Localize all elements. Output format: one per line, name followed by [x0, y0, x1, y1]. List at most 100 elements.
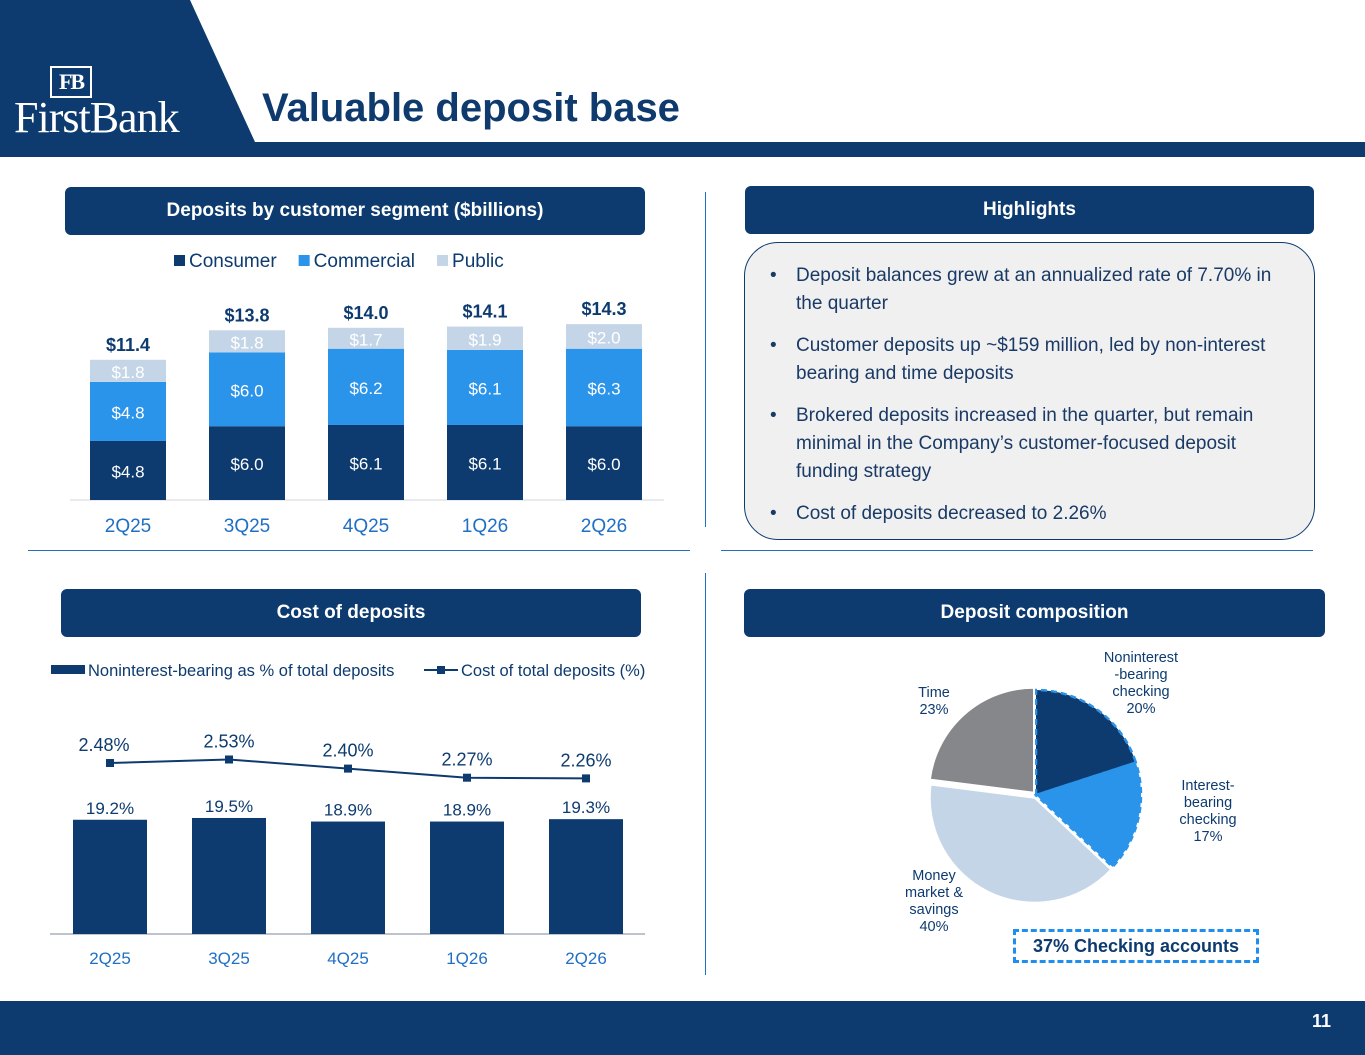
pie-label: market &: [905, 885, 963, 901]
pie-label: 40%: [919, 919, 948, 935]
line-marker: [225, 755, 233, 764]
checking-accounts-callout: 37% Checking accounts: [1013, 929, 1259, 963]
pie-label: Time: [918, 685, 950, 701]
deposits-segment-chart: Consumer Commercial Public $4.8 $4.8 $1.8 $11.…: [70, 251, 664, 537]
line-data-label: 2.26%: [560, 750, 611, 770]
bar-segment-consumer: [209, 426, 285, 500]
data-label: $6.0: [587, 455, 620, 474]
legend-label-consumer: Consumer: [189, 251, 277, 272]
data-label: $6.3: [587, 379, 620, 398]
x-tick-label: 1Q26: [462, 516, 508, 537]
pie-label: -bearing: [1114, 667, 1167, 683]
bar-segment-consumer: [328, 424, 404, 500]
x-tick-label: 2Q26: [565, 949, 607, 968]
bar-segment-commercial: [566, 348, 642, 427]
x-tick-label: 3Q25: [208, 949, 250, 968]
bar-segment-commercial: [447, 349, 523, 425]
logo-mark: FB: [50, 66, 92, 98]
x-tick-label: 2Q26: [581, 516, 627, 537]
bar-segment-public: [209, 330, 285, 353]
data-label: $2.0: [587, 328, 620, 347]
bar-segment-commercial: [328, 348, 404, 425]
pie-label: 17%: [1193, 829, 1222, 845]
deposit-composition-chart: Noninterest-bearingchecking20%Interest-b…: [905, 650, 1237, 935]
data-label: $1.9: [468, 330, 501, 349]
total-label: $11.4: [106, 335, 150, 355]
bar-noninterest: [549, 819, 623, 934]
data-label: $6.1: [468, 379, 501, 398]
data-label: $6.2: [349, 379, 382, 398]
x-tick-label: 2Q25: [105, 516, 151, 537]
pie-slice: [1033, 760, 1143, 869]
bar-segment-public: [328, 327, 404, 349]
pie-label: 23%: [919, 702, 948, 718]
highlight-item: • Cost of deposits decreased to 2.26%: [770, 500, 1300, 528]
highlight-item: • Deposit balances grew at an annualized …: [770, 262, 1300, 318]
pie-label: Interest-: [1181, 778, 1234, 794]
divider-vertical-bottom: [705, 573, 706, 975]
highlight-item: • Customer deposits up ~$159 million, led…: [770, 332, 1300, 388]
cost-of-deposits-header: Cost of deposits: [61, 589, 641, 637]
logo: FirstBank: [14, 93, 180, 142]
total-label: $14.3: [581, 299, 626, 319]
bar-segment-public: [447, 326, 523, 350]
bar-segment-public: [566, 324, 642, 349]
data-label: $4.8: [111, 462, 144, 481]
cost-of-deposits-chart: Noninterest-bearing as % of total deposi…: [50, 662, 645, 968]
deposit-composition-header: Deposit composition: [744, 589, 1325, 637]
legend-label-line: Cost of total deposits (%): [461, 662, 645, 680]
bar-segment-consumer: [566, 426, 642, 500]
line-data-label: 2.48%: [78, 735, 129, 755]
total-label: $13.8: [224, 305, 269, 325]
data-label: $1.7: [349, 330, 382, 349]
bar-segment-public: [90, 359, 166, 382]
line-data-label: 2.40%: [322, 741, 373, 761]
line-data-label: 2.53%: [203, 732, 254, 752]
line-marker: [582, 774, 590, 783]
bar-data-label: 19.5%: [205, 797, 253, 816]
bar-segment-consumer: [447, 424, 523, 500]
page-number: 11: [1311, 1011, 1331, 1031]
data-label: $6.1: [468, 454, 501, 473]
pie-label: checking: [1112, 684, 1169, 700]
bar-segment-commercial: [90, 381, 166, 441]
bar-data-label: 19.2%: [86, 799, 134, 818]
bar-segment-commercial: [209, 352, 285, 427]
pie-label: checking: [1179, 812, 1236, 828]
pie-slice: [928, 686, 1036, 794]
bullet: •: [770, 405, 777, 426]
line-marker: [106, 759, 114, 767]
legend-swatch-bars: [51, 665, 85, 674]
divider-horizontal-right: [721, 550, 1313, 551]
x-tick-label: 4Q25: [327, 949, 369, 968]
pie-slice: [928, 783, 1113, 904]
bar-data-label: 19.3%: [562, 798, 610, 817]
line-marker: [344, 764, 352, 773]
footer-bar: 11: [0, 1001, 1365, 1055]
data-label: $1.8: [111, 363, 144, 382]
legend-marker-line: [437, 666, 445, 674]
pie-slice: [1034, 688, 1138, 797]
bar-noninterest: [73, 819, 147, 934]
page-title: Valuable deposit base: [262, 86, 680, 130]
highlight-text: Cost of deposits decreased to 2.26%: [796, 503, 1107, 524]
data-label: $6.0: [230, 455, 263, 474]
bar-noninterest: [192, 817, 266, 934]
x-tick-label: 3Q25: [224, 516, 270, 537]
highlight-text: Deposit balances grew at an annualized r…: [796, 265, 1272, 314]
bar-noninterest: [311, 821, 385, 934]
x-tick-label: 4Q25: [343, 516, 389, 537]
divider-horizontal-left: [28, 550, 690, 551]
highlight-text: Brokered deposits increased in the quart…: [796, 405, 1254, 482]
header-banner: FB FirstBank Valuable deposit base: [0, 0, 1365, 157]
data-label: $4.8: [111, 403, 144, 422]
pie-label: bearing: [1184, 795, 1232, 811]
pie-label: Noninterest: [1104, 650, 1178, 666]
legend-label-bars: Noninterest-bearing as % of total deposi…: [88, 662, 394, 680]
legend-swatch-public: [437, 255, 449, 266]
bar-data-label: 18.9%: [324, 801, 372, 820]
legend-swatch-consumer: [174, 255, 185, 266]
pie-label: 20%: [1126, 701, 1155, 717]
highlight-text: Customer deposits up ~$159 million, led …: [796, 335, 1266, 384]
data-label: $6.1: [349, 454, 382, 473]
